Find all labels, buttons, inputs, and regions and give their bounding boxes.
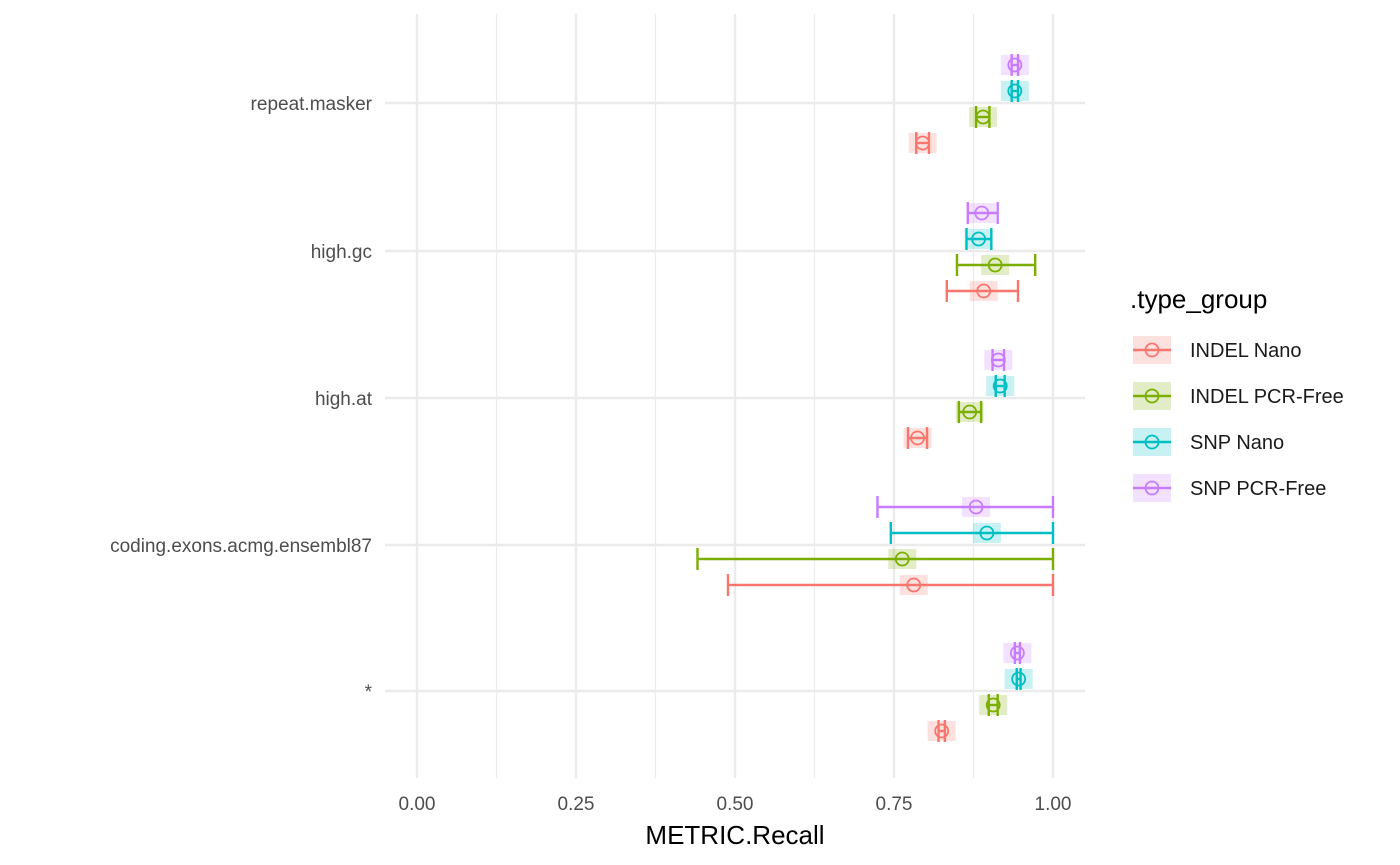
point-snp-nano-coding-exons-acmg-ensembl87 [979, 525, 995, 541]
y-axis-tick-labels: repeat.masker high.gc high.at coding.exons.… [110, 94, 373, 703]
point-snp-pcr-free-all [1009, 645, 1025, 661]
legend-key-point [1144, 434, 1160, 450]
errorbar-snp-pcr-free-repeat-masker [1000, 54, 1029, 76]
legend-key-point [1144, 342, 1160, 358]
errorbar-indel-pcr-free-repeat-masker [969, 106, 998, 128]
point-snp-nano-high-at [992, 378, 1008, 394]
minor-gridlines [495, 14, 975, 778]
point-snp-nano-high-gc [971, 231, 986, 247]
legend-item-snp-nano: SNP Nano [1133, 428, 1284, 456]
errorbar-snp-nano-repeat-masker [1000, 80, 1029, 102]
point-indel-nano-high-at [910, 430, 925, 446]
errorbar-indel-pcr-free-all [979, 694, 1008, 716]
x-tick-label: 0.00 [399, 794, 436, 815]
point-indel-pcr-free-high-at [962, 404, 978, 420]
errorbar-snp-pcr-free-high-at [984, 349, 1013, 371]
y-tick-label-high-at: high.at [315, 389, 373, 410]
legend-label-snp-pcr-free: SNP PCR-Free [1190, 478, 1326, 500]
errorbar-indel-nano-high-gc [945, 280, 1020, 302]
point-indel-pcr-free-coding-exons-acmg-ensembl87 [894, 551, 910, 567]
legend-item-snp-pcr-free: SNP PCR-Free [1133, 474, 1326, 502]
errorbar-snp-pcr-free-high-gc [966, 202, 999, 224]
errorbar-indel-nano-all [927, 720, 956, 742]
point-snp-pcr-free-high-gc [974, 205, 990, 221]
x-axis-tick-labels: 0.00 0.25 0.50 0.75 1.00 [399, 794, 1072, 815]
major-gridlines [385, 14, 1085, 778]
y-tick-label-repeat-masker: repeat.masker [251, 94, 373, 115]
point-snp-pcr-free-coding-exons-acmg-ensembl87 [968, 499, 984, 515]
x-tick-label: 0.75 [876, 794, 913, 815]
errorbar-snp-pcr-free-all [1003, 642, 1032, 664]
point-indel-pcr-free-repeat-masker [975, 109, 991, 125]
errorbar-indel-pcr-free-high-gc [955, 254, 1037, 276]
point-indel-nano-high-gc [976, 283, 992, 299]
legend-key-point [1144, 388, 1160, 404]
x-tick-label: 0.25 [558, 794, 595, 815]
legend-label-snp-nano: SNP Nano [1190, 432, 1284, 454]
point-indel-nano-repeat-masker [915, 135, 931, 151]
legend-key-point [1144, 480, 1160, 496]
y-tick-label-all: * [365, 682, 373, 703]
data-marks [696, 54, 1055, 742]
errorbar-indel-nano-coding-exons-acmg-ensembl87 [726, 574, 1055, 596]
errorbar-indel-pcr-free-coding-exons-acmg-ensembl87 [696, 548, 1055, 570]
point-indel-nano-all [934, 723, 950, 739]
y-tick-label-high-gc: high.gc [311, 242, 372, 263]
legend-title: .type_group [1130, 284, 1267, 314]
errorbar-snp-nano-all [1004, 668, 1033, 690]
y-tick-label-coding-exons-acmg-ensembl87: coding.exons.acmg.ensembl87 [110, 536, 372, 557]
errorbar-snp-nano-coding-exons-acmg-ensembl87 [889, 522, 1055, 544]
legend-label-indel-pcr-free: INDEL PCR-Free [1190, 386, 1344, 408]
errorbar-indel-nano-repeat-masker [908, 132, 937, 154]
legend-item-indel-pcr-free: INDEL PCR-Free [1133, 382, 1344, 410]
point-snp-nano-repeat-masker [1007, 83, 1023, 99]
point-snp-pcr-free-high-at [990, 352, 1006, 368]
x-axis-title: METRIC.Recall [645, 820, 824, 850]
x-tick-label: 0.50 [717, 794, 754, 815]
x-tick-label: 1.00 [1035, 794, 1072, 815]
errorbar-snp-pcr-free-coding-exons-acmg-ensembl87 [876, 496, 1055, 518]
errorbar-indel-pcr-free-high-at [955, 401, 984, 423]
legend: .type_group INDEL Nano INDEL PCR-Free SNP … [1130, 284, 1344, 502]
point-snp-nano-all [1011, 671, 1027, 687]
point-indel-pcr-free-high-gc [987, 257, 1003, 273]
errorbar-indel-nano-high-at [903, 427, 932, 449]
point-indel-nano-coding-exons-acmg-ensembl87 [906, 577, 922, 593]
point-snp-pcr-free-repeat-masker [1007, 57, 1023, 73]
legend-item-indel-nano: INDEL Nano [1133, 336, 1302, 364]
errorbar-snp-nano-high-gc [964, 228, 993, 250]
errorbar-snp-nano-high-at [986, 375, 1015, 397]
legend-label-indel-nano: INDEL Nano [1190, 340, 1302, 362]
point-indel-pcr-free-all [985, 697, 1001, 713]
